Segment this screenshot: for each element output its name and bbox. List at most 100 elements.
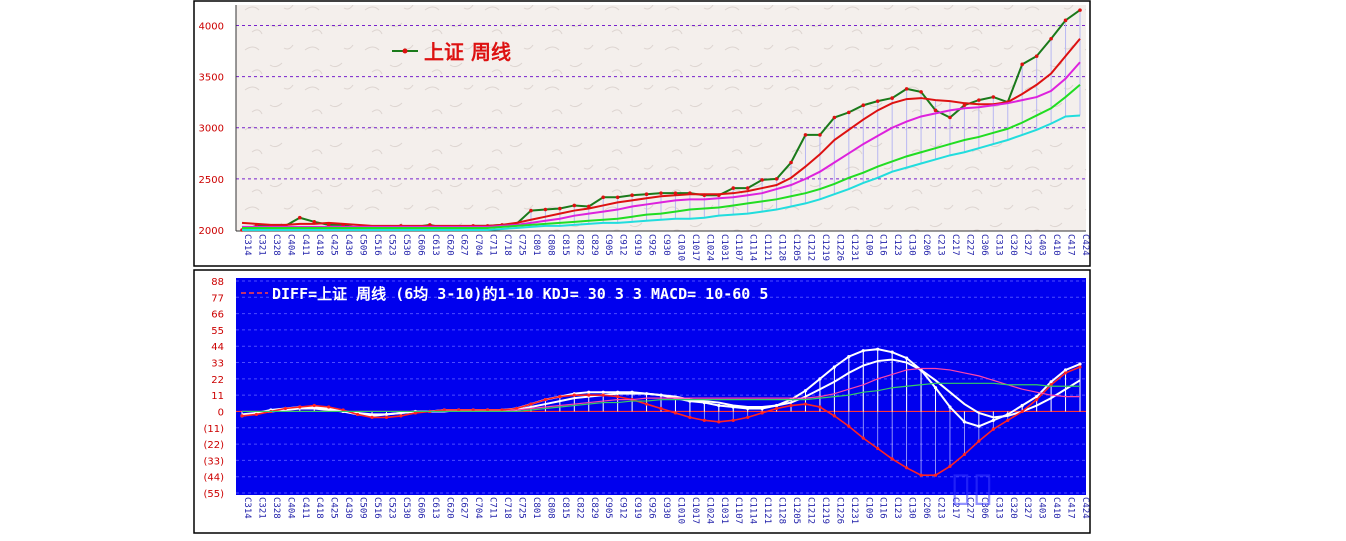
bottom-y-tick-label: (44) bbox=[203, 473, 224, 484]
top-x-tick-label: C217 bbox=[950, 234, 960, 256]
bottom-series-line-4 bbox=[242, 382, 1080, 413]
bottom-series-point bbox=[1063, 368, 1068, 372]
bottom-x-tick-label: C613 bbox=[430, 497, 440, 519]
bottom-series-point bbox=[933, 386, 938, 390]
bottom-x-tick-label: C1031 bbox=[719, 497, 729, 524]
bottom-series-point bbox=[312, 403, 316, 408]
top-series-point bbox=[529, 208, 533, 213]
bottom-x-tick-label: C822 bbox=[574, 497, 584, 519]
top-series-group bbox=[240, 8, 1082, 232]
top-series-point bbox=[326, 223, 331, 227]
bottom-y-tick-label: (22) bbox=[203, 440, 224, 451]
top-series-point bbox=[933, 108, 938, 113]
top-x-tick-label: C930 bbox=[661, 234, 671, 256]
bottom-series-point bbox=[861, 436, 865, 440]
top-series-point bbox=[659, 191, 663, 195]
bottom-x-tick-label: C1017 bbox=[690, 497, 700, 524]
bottom-series-point bbox=[616, 395, 620, 399]
bottom-x-tick-label: C403 bbox=[1037, 497, 1047, 519]
top-series-point bbox=[890, 96, 894, 100]
bottom-series-point bbox=[1049, 380, 1053, 384]
bottom-series-point bbox=[486, 408, 490, 412]
top-x-tick-label: C306 bbox=[979, 234, 989, 256]
bottom-series-point bbox=[298, 405, 302, 409]
bottom-x-tick-label: C1121 bbox=[762, 497, 772, 524]
top-x-tick-label: C808 bbox=[545, 234, 555, 256]
bottom-series-point bbox=[731, 418, 735, 422]
bottom-series-point bbox=[471, 408, 475, 412]
bottom-x-tick-label: C620 bbox=[444, 497, 454, 519]
bottom-series-point bbox=[933, 473, 938, 477]
top-x-tick-label: C822 bbox=[574, 234, 584, 256]
top-x-tick-label: C313 bbox=[993, 234, 1003, 256]
top-x-tick-label: C1114 bbox=[748, 234, 758, 261]
bottom-x-tick-label: C711 bbox=[488, 497, 498, 519]
top-series-point bbox=[731, 186, 736, 190]
top-series-point bbox=[803, 133, 808, 137]
bottom-series-point bbox=[803, 389, 808, 393]
top-x-tick-label: C1031 bbox=[719, 234, 729, 261]
top-series-point bbox=[818, 133, 822, 137]
top-x-tick-label: C418 bbox=[314, 234, 324, 256]
bottom-x-tick-label: C1128 bbox=[777, 497, 787, 524]
bottom-x-tick-label: C116 bbox=[878, 497, 888, 519]
top-x-tick-label: C718 bbox=[502, 234, 512, 256]
bottom-series-point bbox=[413, 411, 417, 415]
bottom-y-tick-label: 33 bbox=[211, 359, 224, 370]
top-series-point bbox=[312, 220, 317, 224]
top-x-tick-label: C425 bbox=[329, 234, 339, 256]
bottom-series-point bbox=[1078, 365, 1082, 369]
bottom-series-group bbox=[240, 347, 1082, 477]
bottom-x-tick-label: C430 bbox=[343, 497, 353, 519]
top-x-tick-label: C123 bbox=[892, 234, 902, 256]
bottom-series-line-1 bbox=[241, 358, 1081, 419]
top-x-tick-label: C627 bbox=[459, 234, 469, 256]
bottom-series-point bbox=[1035, 395, 1039, 399]
bottom-series-point bbox=[601, 390, 605, 394]
top-x-tick-label: C403 bbox=[1037, 234, 1047, 256]
bottom-series-point bbox=[861, 349, 865, 353]
watermark: ▯▯ bbox=[950, 464, 994, 510]
bottom-series-point bbox=[977, 424, 981, 428]
bottom-x-tick-label: C1010 bbox=[675, 497, 685, 524]
bottom-series-point bbox=[818, 405, 822, 409]
bottom-series-point bbox=[977, 439, 981, 443]
bottom-series-point bbox=[746, 415, 750, 419]
bottom-x-tick-label: C327 bbox=[1022, 497, 1032, 519]
top-series-point bbox=[789, 160, 793, 165]
top-series-point bbox=[760, 178, 764, 182]
bottom-series-point bbox=[876, 347, 880, 351]
bottom-x-tick-label: C1107 bbox=[733, 497, 743, 524]
bottom-series-point bbox=[355, 412, 360, 417]
bottom-y-tick-label: 55 bbox=[211, 326, 224, 337]
bottom-series-point bbox=[644, 402, 649, 406]
bottom-x-tick-label: C829 bbox=[589, 497, 599, 519]
bottom-legend-label: DIFF=上证 周线 (6均 3-10)的1-10 KDJ= 30 3 3 MA… bbox=[272, 285, 768, 303]
bottom-series-point bbox=[847, 355, 851, 359]
top-x-tick-label: C829 bbox=[589, 234, 599, 256]
bottom-series-point bbox=[254, 412, 259, 417]
top-x-tick-label: C1212 bbox=[805, 234, 815, 261]
top-series-line-2 bbox=[242, 61, 1081, 228]
bottom-series-point bbox=[774, 406, 779, 411]
bottom-series-point bbox=[601, 393, 605, 397]
top-x-tick-label: C206 bbox=[921, 234, 931, 256]
bottom-y-tick-label: 66 bbox=[211, 310, 224, 321]
bottom-x-tick-label: C926 bbox=[647, 497, 657, 519]
bottom-y-axis: 88 77 66 55 44 33 22 11 0 (11) (22) (33) (44) (55) bbox=[203, 277, 224, 500]
bottom-series-point bbox=[948, 405, 952, 409]
bottom-x-tick-label: C704 bbox=[473, 497, 483, 519]
bottom-x-tick-label: C509 bbox=[358, 497, 368, 519]
top-y-tick-label: 4000 bbox=[199, 21, 224, 32]
bottom-series-point bbox=[1020, 409, 1024, 414]
top-x-tick-label: C327 bbox=[1022, 234, 1032, 256]
bottom-x-tick-label: C418 bbox=[314, 497, 324, 519]
top-series-point bbox=[297, 215, 302, 220]
bottom-x-tick-label: C930 bbox=[661, 497, 671, 519]
top-x-tick-label: C1024 bbox=[704, 234, 714, 261]
top-series-point bbox=[875, 99, 880, 103]
top-x-tick-label: C613 bbox=[430, 234, 440, 256]
bottom-series-point bbox=[558, 395, 562, 399]
bottom-x-tick-label: C425 bbox=[329, 497, 339, 519]
bottom-x-tick-label: C130 bbox=[907, 497, 917, 519]
